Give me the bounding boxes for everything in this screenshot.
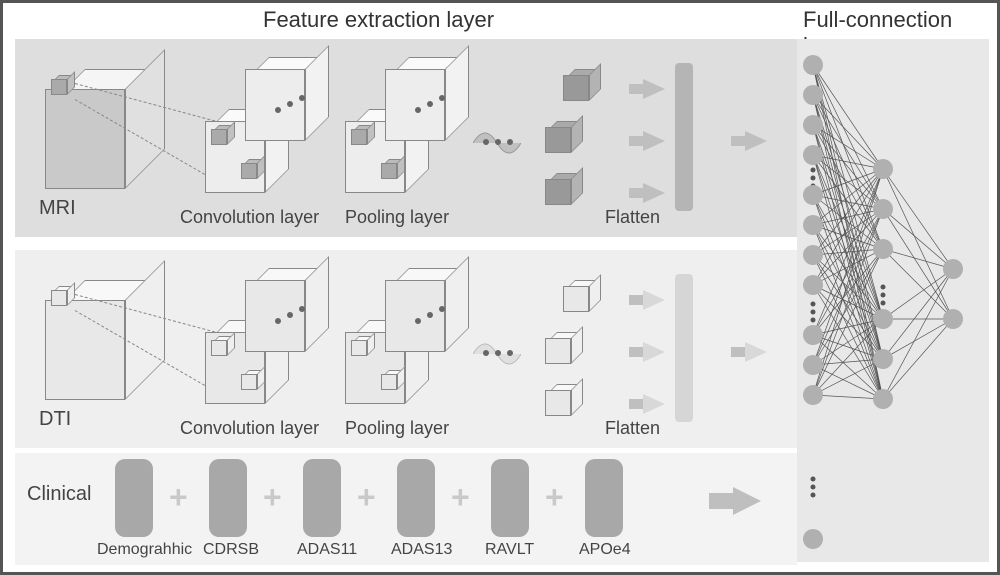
clinical-pill [491,459,529,537]
flatten-bar [675,63,693,211]
fc-network [767,39,987,569]
conv-label: Convolution layer [180,207,319,228]
arrow-icon [733,487,761,515]
plus-icon: + [357,479,376,516]
clinical-item-label: APOe4 [579,541,631,559]
flatten-bar [675,274,693,422]
panel-clinical: Clinical + Demograhhic + CDRSB + ADAS11 + ADAS1… [15,453,797,565]
fc-panel [797,39,989,562]
arrow-icon [643,394,665,414]
plus-icon: + [263,479,282,516]
dti-label: DTI [39,408,71,431]
arrow-icon [643,183,665,203]
arrow-icon [643,131,665,151]
pool-label: Pooling layer [345,418,449,439]
conv-label: Convolution layer [180,418,319,439]
plus-icon: + [169,479,188,516]
clinical-item-label: ADAS11 [297,541,357,559]
arrow-icon [643,342,665,362]
diagram-canvas: Feature extraction layer Full-connection… [0,0,1000,575]
clinical-item-label: ADAS13 [391,541,452,559]
clinical-pill [115,459,153,537]
header: Feature extraction layer Full-connection… [3,7,997,35]
clinical-pill [209,459,247,537]
clinical-pill [397,459,435,537]
ellipsis-icon [415,306,445,312]
panel-mri: MRI Convolution layer Pooling layer Flat… [15,39,797,237]
arrow-icon [745,342,767,362]
ellipsis-icon [275,95,305,101]
clinical-item-label: CDRSB [203,541,259,559]
ellipsis-icon [275,306,305,312]
clinical-item-label: Demograhhic [97,541,192,559]
flatten-label: Flatten [605,207,660,228]
clinical-pill [303,459,341,537]
plus-icon: + [451,479,470,516]
arrow-icon [643,79,665,99]
pool-label: Pooling layer [345,207,449,228]
mri-label: MRI [39,197,76,220]
ellipsis-icon [483,350,513,356]
flatten-label: Flatten [605,418,660,439]
header-feature: Feature extraction layer [263,7,494,33]
panel-dti: DTI Convolution layer Pooling layer Flat… [15,250,797,448]
plus-icon: + [545,479,564,516]
ellipsis-icon [483,139,513,145]
clinical-item-label: RAVLT [485,541,534,559]
ellipsis-icon [415,95,445,101]
arrow-icon [643,290,665,310]
clinical-pill [585,459,623,537]
clinical-label: Clinical [27,483,91,506]
arrow-icon [745,131,767,151]
